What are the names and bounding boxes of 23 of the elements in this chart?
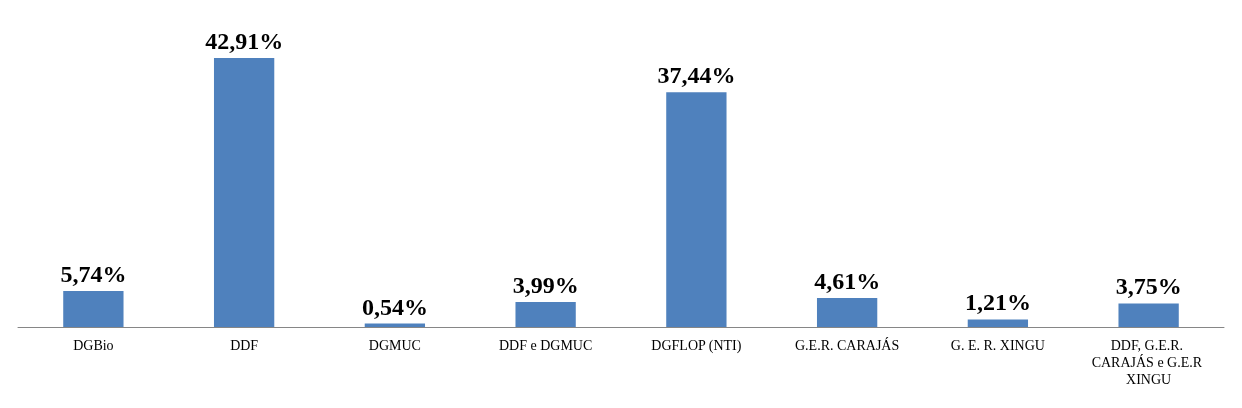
bar (816, 298, 878, 327)
x-tick-label: DGFLOP (NTI) (651, 338, 742, 354)
bar (967, 319, 1029, 327)
x-tick-label: G. E. R. XINGU (950, 338, 1045, 353)
data-label: 0,54% (361, 293, 428, 320)
data-label: 1,21% (964, 289, 1031, 316)
bar (1118, 303, 1179, 327)
bar (515, 301, 576, 327)
data-label: 37,44% (657, 62, 736, 89)
x-tick-label: DDF e DGMUC (498, 338, 593, 353)
bar (63, 291, 124, 327)
bar (666, 92, 727, 327)
x-tick-label: DDF (230, 338, 259, 353)
x-tick-label: DGBio (73, 338, 114, 353)
x-tick-label: G.E.R. CARAJÁS (795, 337, 900, 353)
x-tick-label: DGMUC (368, 338, 421, 353)
bar (213, 58, 275, 327)
data-label: 3,99% (512, 271, 579, 298)
data-label: 42,91% (205, 28, 284, 54)
data-label: 5,74% (60, 261, 127, 288)
data-label: 3,75% (1115, 273, 1182, 300)
x-tick-label: DDF, G.E.R. CARAJÁS e G.E.R XINGU (1091, 338, 1206, 387)
data-label: 4,61% (814, 268, 881, 295)
